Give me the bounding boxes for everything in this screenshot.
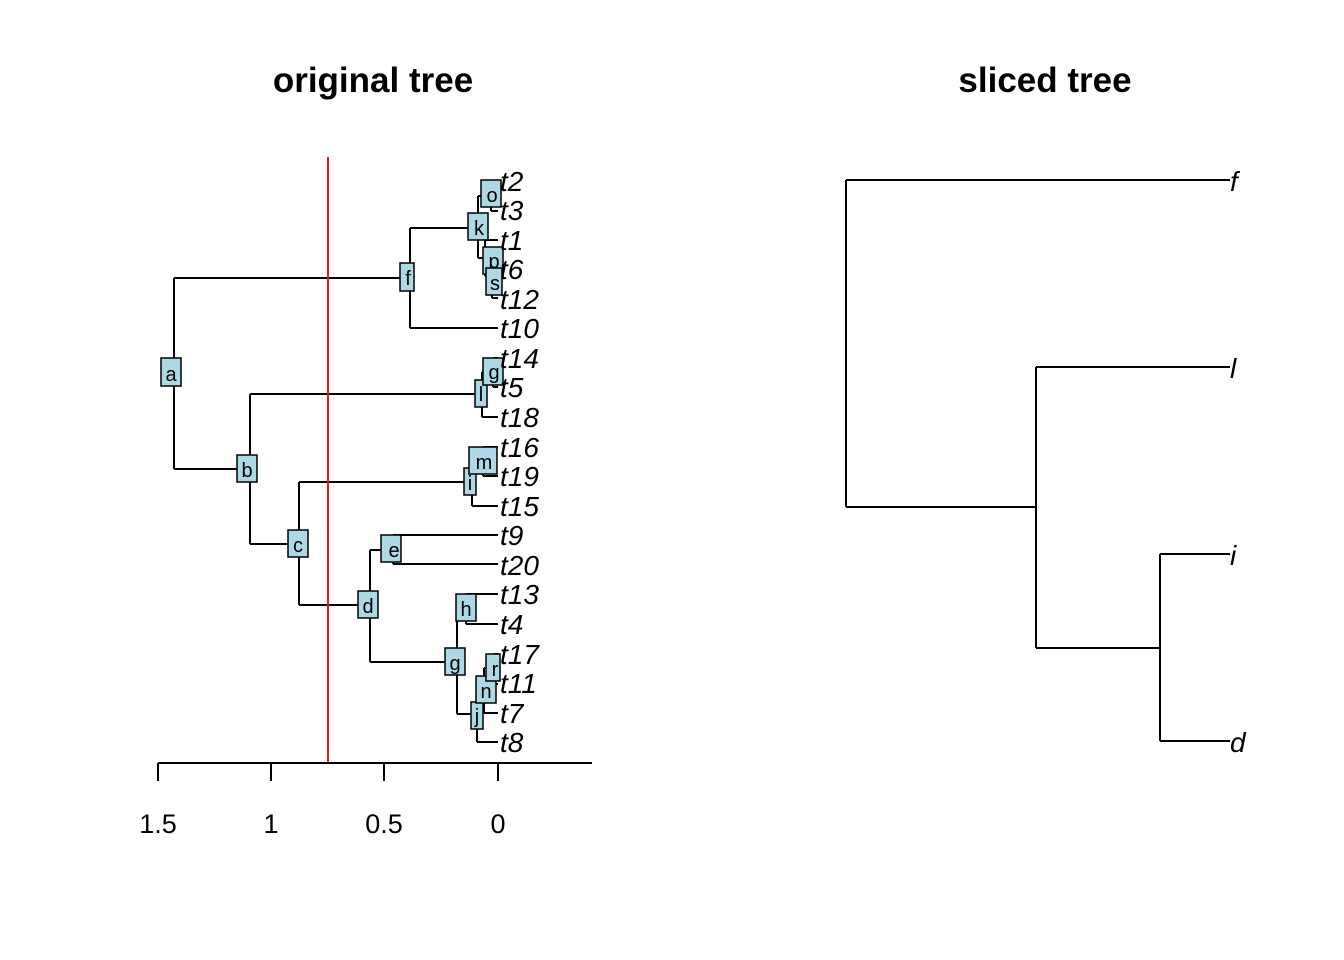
tip-label-t5: t5 (500, 372, 524, 403)
sliced-tip-d: d (1230, 727, 1247, 758)
tip-label-t15: t15 (500, 491, 539, 522)
original-tree: a b c d e f g h i j k l m (139, 157, 592, 839)
node-label-l: l (479, 384, 483, 406)
node-box-o (480, 179, 502, 208)
node-box-m (468, 446, 498, 475)
edge-a (173, 277, 410, 470)
tip-label-t19: t19 (500, 461, 539, 492)
node-box-s (485, 267, 503, 296)
node-label-m: m (476, 452, 493, 474)
node-box-f (399, 262, 415, 292)
tip-label-t9: t9 (500, 520, 523, 551)
tip-label-t18: t18 (500, 402, 539, 433)
node-box-g-upper (482, 357, 504, 386)
node-label-k: k (474, 218, 485, 240)
node-box-q (444, 647, 466, 676)
sliced-edge-id (1159, 553, 1230, 742)
node-box-k (467, 212, 489, 241)
tip-label-t3: t3 (500, 195, 524, 226)
node-box-l (474, 379, 488, 408)
node-label-e: e (388, 540, 399, 562)
node-box-c (287, 529, 309, 558)
node-label-h: h (460, 599, 471, 621)
tip-label-t8: t8 (500, 727, 524, 758)
sliced-tip-i: i (1230, 540, 1237, 571)
node-label-q: g (488, 362, 499, 384)
right-panel-title: sliced tree (958, 61, 1131, 100)
axis-tick-label-1-5: 1.5 (139, 809, 177, 839)
tip-label-t20: t20 (500, 550, 539, 581)
tip-label-t7: t7 (500, 698, 525, 729)
node-box-r (485, 653, 501, 682)
node-label-d: d (362, 596, 373, 618)
tip-label-t10: t10 (500, 313, 539, 344)
node-label-c: c (293, 535, 303, 557)
tip-label-t11: t11 (500, 668, 537, 699)
tip-label-t16: t16 (500, 432, 539, 463)
node-box-h (455, 593, 477, 622)
axis-tick-label-0: 0 (490, 809, 505, 839)
tip-label-t13: t13 (500, 579, 539, 610)
original-tip-labels: t2 t3 t1 t6 t12 t10 t14 t5 t18 t16 t19 t… (500, 166, 540, 758)
sliced-tip-f: f (1230, 166, 1241, 197)
node-labels: a b c d e f g h i j k l m (160, 179, 504, 730)
node-label-j: j (474, 706, 479, 728)
node-box-a (160, 357, 182, 387)
edge-d (369, 549, 457, 663)
node-label-a: a (165, 364, 177, 386)
node-box-b (236, 454, 258, 483)
node-label-b: b (241, 460, 252, 482)
node-label-o: o (486, 185, 497, 207)
edge-e (392, 534, 498, 565)
axis-tick-label-0-5: 0.5 (365, 809, 403, 839)
tip-label-t4: t4 (500, 609, 523, 640)
tip-label-t6: t6 (500, 254, 524, 285)
node-box-d (357, 590, 379, 619)
tip-label-t12: t12 (500, 284, 539, 315)
left-panel-title: original tree (273, 61, 473, 100)
node-box-e (380, 534, 402, 563)
tip-label-t2: t2 (500, 166, 524, 197)
node-label-i: i (468, 473, 472, 495)
sliced-tip-l: l (1230, 353, 1237, 384)
node-label-f: f (405, 268, 411, 290)
tip-label-t17: t17 (500, 639, 540, 670)
edge-b (249, 393, 482, 545)
node-label-n: n (480, 681, 491, 703)
node-label-g-lower: g (449, 653, 460, 675)
sliced-edge-root (845, 179, 1230, 508)
node-label-p: p (488, 251, 499, 273)
tip-label-t14: t14 (500, 343, 539, 374)
tip-label-t1: t1 (500, 225, 523, 256)
sliced-edge-inner (1035, 366, 1230, 649)
node-label-s: s (490, 273, 500, 295)
sliced-tree: f l i d (845, 166, 1247, 758)
node-label-r: r (492, 659, 499, 681)
axis-tick-label-1: 1 (263, 809, 278, 839)
time-axis: 1.5 1 0.5 0 (139, 762, 592, 839)
